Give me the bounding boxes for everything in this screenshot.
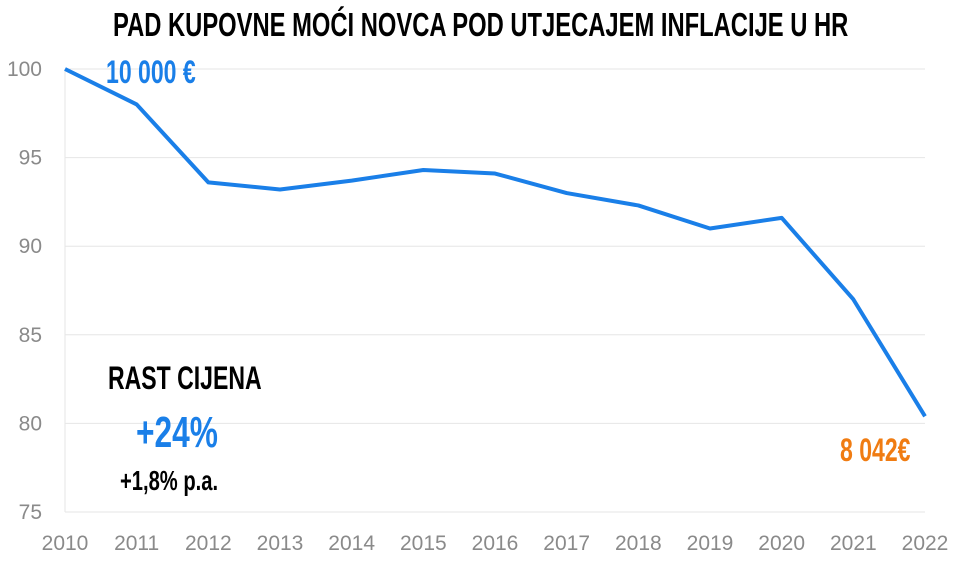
x-tick-label: 2016 bbox=[472, 532, 519, 555]
end-value-label: 8 042€ bbox=[840, 432, 911, 468]
x-tick-label: 2013 bbox=[257, 532, 304, 555]
x-tick-label: 2020 bbox=[758, 532, 805, 555]
x-tick-label: 2014 bbox=[328, 532, 375, 555]
price-growth-annual: +1,8% p.a. bbox=[120, 465, 219, 496]
y-tick-label: 75 bbox=[19, 501, 42, 524]
price-growth-total: +24% bbox=[136, 408, 218, 457]
x-tick-label: 2017 bbox=[543, 532, 590, 555]
y-tick-label: 85 bbox=[19, 324, 42, 347]
x-tick-label: 2019 bbox=[687, 532, 734, 555]
price-growth-label: RAST CIJENA bbox=[108, 360, 262, 396]
x-tick-label: 2021 bbox=[830, 532, 877, 555]
x-tick-label: 2022 bbox=[902, 532, 949, 555]
x-tick-label: 2011 bbox=[114, 532, 159, 555]
start-value-label: 10 000 € bbox=[106, 54, 196, 90]
y-tick-label: 95 bbox=[19, 147, 42, 170]
x-tick-label: 2012 bbox=[185, 532, 232, 555]
chart-title: PAD KUPOVNE MOĆI NOVCA POD UTJECAJEM INF… bbox=[113, 6, 849, 43]
y-tick-label: 80 bbox=[19, 412, 42, 435]
y-tick-label: 100 bbox=[7, 58, 42, 81]
x-tick-label: 2018 bbox=[615, 532, 662, 555]
x-tick-label: 2015 bbox=[400, 532, 447, 555]
x-tick-label: 2010 bbox=[42, 532, 89, 555]
y-tick-label: 90 bbox=[19, 235, 42, 258]
